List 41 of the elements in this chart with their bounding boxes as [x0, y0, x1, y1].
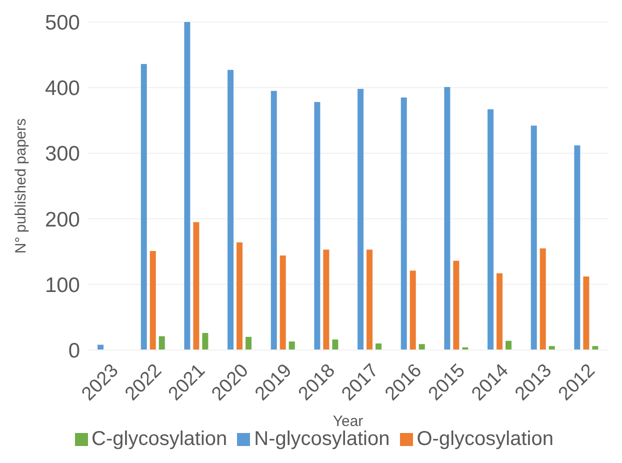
bar: [184, 22, 190, 350]
y-tick-label: 0: [68, 339, 80, 362]
y-tick-label: 100: [44, 274, 80, 297]
bar: [488, 109, 494, 350]
bar: [332, 340, 338, 350]
legend-label: N-glycosylation: [254, 428, 390, 450]
bar: [376, 343, 382, 350]
y-axis-title: N° published papers: [12, 118, 30, 254]
bar: [400, 97, 407, 350]
y-tick-label: 300: [44, 142, 80, 166]
bar: [583, 276, 590, 350]
bar: [202, 332, 208, 350]
y-tick-label: 500: [44, 11, 80, 34]
bar: [444, 86, 450, 350]
bar: [530, 126, 537, 350]
bar: [150, 250, 156, 350]
bar: [453, 260, 460, 350]
legend-label: O-glycosylation: [416, 428, 554, 450]
bar: [506, 340, 512, 350]
bar: [358, 88, 364, 350]
x-axis-title: Year: [332, 413, 364, 430]
bar: [280, 256, 286, 350]
bar: [540, 248, 546, 350]
bar: [140, 64, 147, 350]
bar: [574, 145, 580, 350]
bar: [366, 250, 373, 350]
bar: [410, 270, 416, 350]
bar: [246, 336, 252, 350]
bar: [270, 90, 277, 350]
bar: [314, 102, 320, 350]
bar: [228, 70, 234, 350]
bar: [288, 341, 295, 350]
legend-label: C-glycosylation: [92, 428, 228, 450]
bar: [193, 222, 200, 350]
y-tick-label: 200: [44, 208, 80, 232]
bar: [496, 273, 503, 350]
bar: [158, 336, 165, 350]
bar: [418, 344, 425, 350]
bar: [236, 242, 243, 350]
y-tick-label: 400: [44, 77, 80, 100]
bar: [323, 250, 330, 350]
